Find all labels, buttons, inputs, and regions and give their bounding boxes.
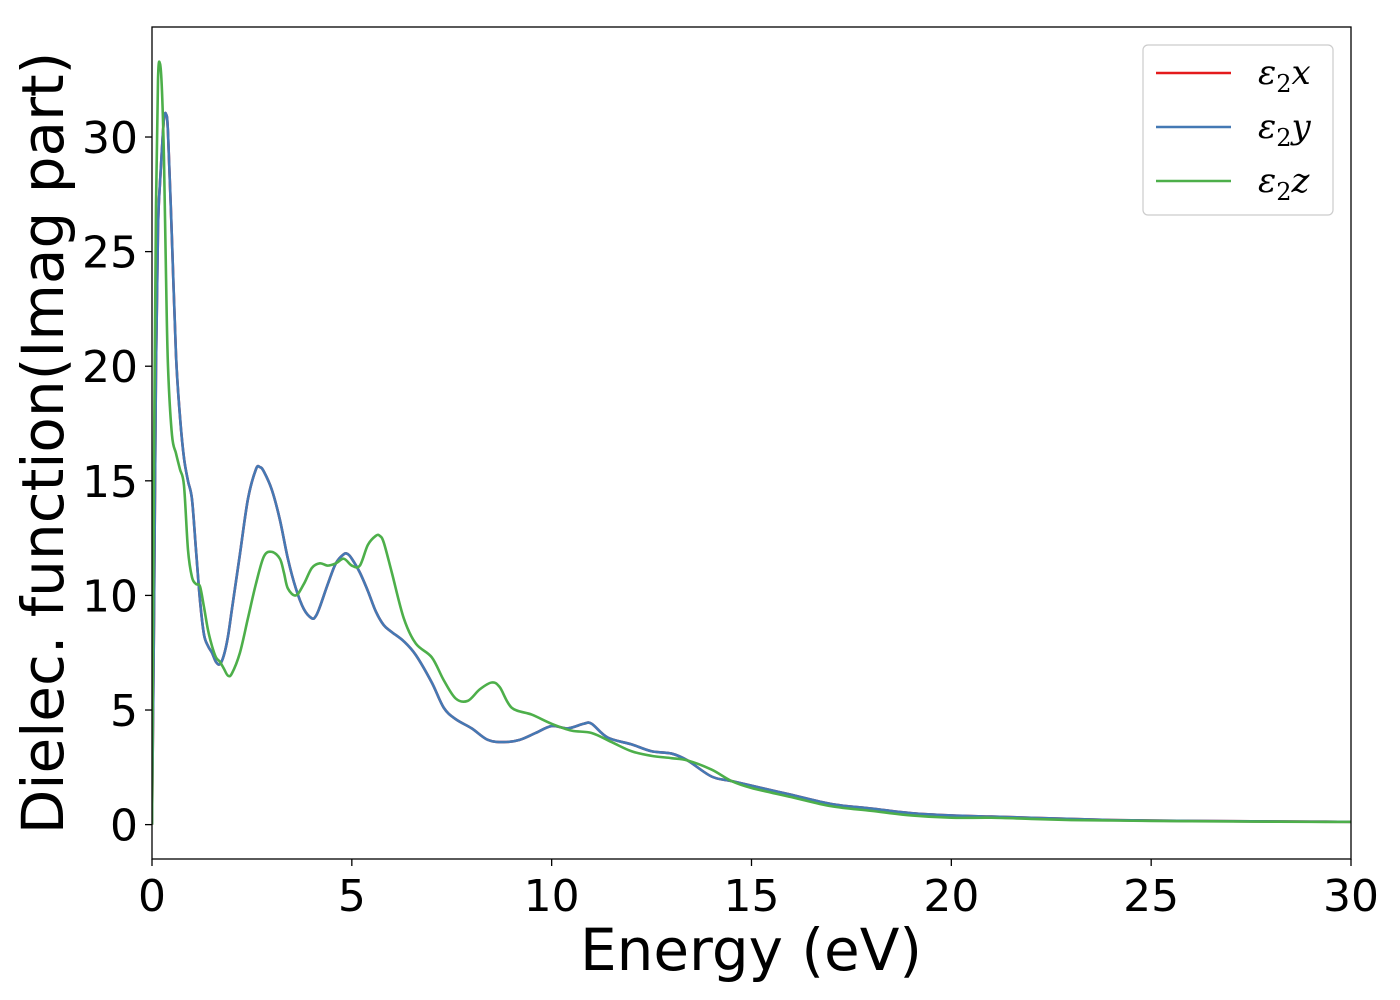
x-axis-ticks: 0 5 10 15 20 25 30 <box>138 859 1379 922</box>
y-tick-label: 15 <box>82 457 138 508</box>
legend-label-z: ε2z <box>1258 161 1311 206</box>
series-line-x <box>152 111 1351 825</box>
series-line-y <box>152 111 1351 825</box>
y-tick-label: 20 <box>82 342 138 393</box>
x-tick-label: 10 <box>524 871 580 922</box>
y-tick-label: 30 <box>82 113 138 164</box>
legend-label-x: ε2x <box>1258 53 1311 98</box>
y-axis-ticks: 0 5 10 15 20 25 30 <box>82 113 152 852</box>
legend-box <box>1142 44 1334 216</box>
legend: ε2x ε2y ε2z <box>1142 44 1334 216</box>
y-tick-label: 0 <box>110 801 138 852</box>
x-tick-label: 5 <box>338 871 366 922</box>
y-tick-label: 10 <box>82 571 138 622</box>
x-tick-label: 30 <box>1323 871 1379 922</box>
y-tick-label: 5 <box>110 686 138 737</box>
x-tick-label: 20 <box>923 871 979 922</box>
x-tick-label: 25 <box>1123 871 1179 922</box>
y-axis-label: Dielec. function(Imag part) <box>9 52 77 835</box>
legend-label-y: ε2y <box>1258 107 1312 152</box>
x-tick-label: 15 <box>724 871 780 922</box>
x-tick-label: 0 <box>138 871 166 922</box>
series-layer <box>152 60 1351 825</box>
y-tick-label: 25 <box>82 228 138 279</box>
series-line-z <box>152 60 1351 825</box>
x-axis-label: Energy (eV) <box>580 916 922 984</box>
